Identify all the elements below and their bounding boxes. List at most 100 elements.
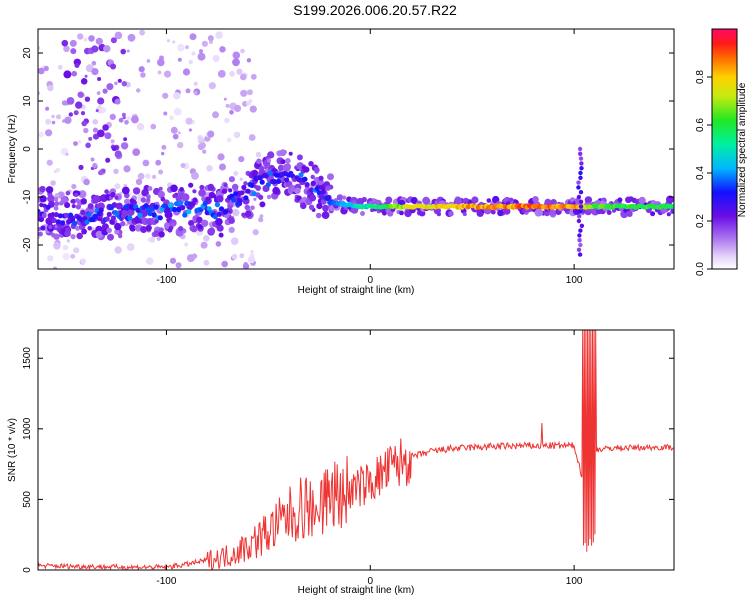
spectrogram-blob — [172, 133, 179, 140]
spectrogram-blob — [120, 142, 129, 150]
spectrogram-blob — [76, 232, 83, 240]
spectrogram-blob — [140, 197, 147, 203]
snr-xtick-label: 0 — [367, 576, 373, 587]
spectrogram-blob — [97, 97, 105, 105]
snr-xtick-label: -100 — [156, 576, 176, 587]
spectrogram-blob — [121, 81, 128, 87]
spectrogram-blob — [163, 111, 168, 116]
spectrogram-blob — [303, 166, 310, 173]
spectrogram-blob — [123, 137, 127, 142]
spectrogram-blob — [71, 70, 77, 77]
spectrogram-blob — [157, 190, 165, 199]
spectrogram-blob — [65, 152, 69, 156]
spectrogram-blob — [300, 202, 307, 210]
spectrogram-blob — [169, 257, 177, 264]
spectrogram-blob — [62, 252, 70, 261]
spectrogram-ridge-cell — [243, 195, 249, 201]
spectrogram-blob — [73, 141, 78, 147]
colorbar-ticks: 0.0 0.2 0.4 0.6 0.8 — [695, 70, 712, 276]
spectrogram-blob — [188, 128, 192, 132]
spectrogram-blob — [123, 165, 131, 173]
spectrogram-ridge-cell — [80, 209, 86, 215]
spectrogram-blob — [342, 195, 347, 200]
spectrogram-ridge-cell — [284, 177, 290, 183]
spectrogram-blob — [249, 105, 257, 113]
spectrogram-blob — [193, 81, 198, 86]
spectrogram-blob — [240, 89, 248, 97]
spectrogram-blob — [95, 230, 104, 239]
spectrogram-blob — [203, 235, 210, 242]
spectrogram-ridge-cell — [178, 200, 184, 206]
spectrogram-blob — [232, 58, 240, 67]
snr-frame — [37, 329, 675, 571]
spectrogram-blob — [97, 77, 102, 81]
spectrogram-ridge-cell — [308, 187, 314, 193]
spectrogram-blob — [45, 106, 50, 111]
spectrogram-blob — [223, 182, 228, 188]
spectrogram-ridge-cell — [41, 212, 47, 219]
spectrogram-blob — [91, 60, 97, 66]
spectrogram-blob — [191, 172, 199, 180]
spectrogram-blob — [327, 173, 334, 181]
spectrogram-blob — [161, 145, 167, 150]
spectrogram-blob — [100, 107, 107, 114]
spectrogram-blob — [88, 35, 95, 42]
spectrogram-blob — [203, 259, 210, 266]
spectrogram-blob — [216, 224, 224, 232]
spectrogram-blob — [126, 243, 135, 251]
spectrogram-ridge-cell — [110, 215, 116, 221]
spectrogram-ridge-cell — [172, 206, 178, 213]
spectrogram-xtick-label: 0 — [367, 275, 373, 286]
spectrogram-blob — [138, 66, 145, 73]
spectrogram-blob — [173, 107, 182, 116]
snr-ytick-label: 500 — [22, 491, 33, 508]
spectrogram-blob — [316, 203, 323, 210]
spectrogram-blob — [578, 204, 584, 209]
snr-ylabel: SNR (10 * v/v) — [7, 418, 18, 482]
spectrogram-blob — [53, 266, 58, 269]
spectrogram-blob — [308, 161, 314, 167]
spectrogram-blob — [147, 238, 151, 242]
spectrogram-blob — [188, 182, 194, 188]
spectrogram-blob — [104, 132, 112, 140]
spectrogram-blob — [207, 35, 214, 42]
spectrogram-blob — [170, 126, 178, 134]
spectrogram-blob — [77, 91, 84, 98]
spectrogram-blob — [78, 190, 87, 199]
spectrogram-blob — [228, 188, 233, 193]
spectrogram-ridge-cell — [304, 182, 310, 188]
spectrogram-blob — [54, 193, 60, 199]
spectrogram-blob — [224, 117, 230, 124]
spectrogram-blob — [192, 189, 197, 194]
spectrogram-blob — [118, 117, 124, 123]
spectrogram-blob — [579, 166, 584, 171]
spectrogram-ridge-cell — [45, 204, 51, 210]
spectrogram-ridge-cell — [92, 213, 98, 219]
spectrogram-blob — [131, 115, 139, 124]
spectrogram-blob — [576, 194, 582, 200]
spectrogram-ridge-cell — [127, 215, 133, 221]
spectrogram-blob — [43, 65, 49, 72]
spectrogram-ridge-cell — [241, 184, 247, 190]
snr-ytick-label: 0 — [22, 567, 33, 573]
spectrogram-blob — [454, 196, 462, 205]
spectrogram-blob — [136, 88, 141, 93]
spectrogram-blob — [162, 92, 169, 99]
spectrogram-blob — [246, 58, 252, 63]
spectrogram-blob — [197, 143, 205, 151]
spectrogram-blob — [231, 253, 238, 260]
spectrogram-blob — [223, 97, 227, 101]
spectrogram-blob — [104, 189, 109, 194]
spectrogram-blob — [121, 186, 130, 195]
spectrogram-ridge-cell — [55, 219, 62, 225]
spectrogram-blob — [185, 45, 189, 50]
spectrogram-blob — [75, 101, 83, 109]
spectrogram-blob — [234, 132, 240, 138]
spectrogram-blob — [231, 183, 239, 191]
spectrogram-blob — [258, 194, 264, 200]
spectrogram-blob — [185, 117, 193, 125]
spectrogram-blob — [578, 209, 583, 214]
spectrogram-blob — [196, 216, 203, 224]
spectrogram-blob — [218, 232, 224, 238]
